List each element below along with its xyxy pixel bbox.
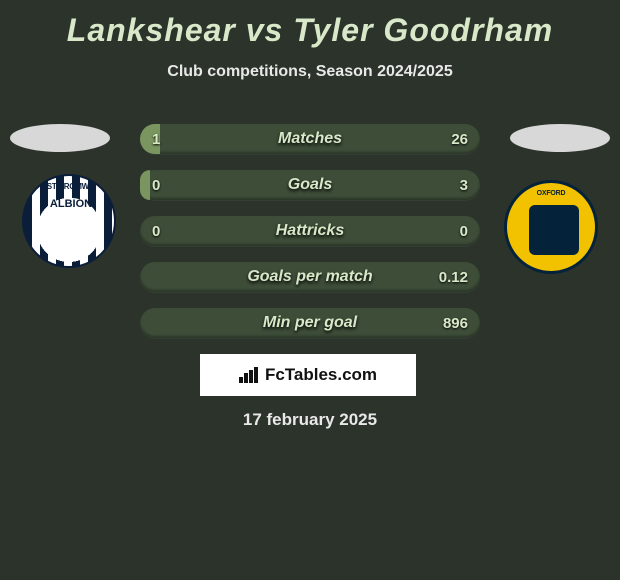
stat-label: Goals per match	[140, 268, 480, 286]
stat-label: Matches	[140, 130, 480, 148]
club-badge-left: EST BROMWIC ALBION	[22, 174, 116, 268]
stat-label: Goals	[140, 176, 480, 194]
stat-label: Min per goal	[140, 314, 480, 332]
date-label: 17 february 2025	[0, 410, 620, 430]
stat-bar-gpm: Goals per match 0.12	[140, 262, 480, 292]
oxford-logo: OXFORD	[504, 180, 598, 274]
stat-bars: 1 Matches 26 0 Goals 3 0 Hattricks 0 Goa…	[140, 124, 480, 354]
page-title: Lankshear vs Tyler Goodrham	[0, 0, 620, 49]
oxford-top-text: OXFORD	[507, 190, 595, 197]
stat-bar-goals: 0 Goals 3	[140, 170, 480, 200]
chart-icon	[239, 367, 259, 383]
stat-bar-hattricks: 0 Hattricks 0	[140, 216, 480, 246]
wba-center-text: ALBION	[42, 198, 100, 256]
club-badge-right: OXFORD	[504, 180, 598, 274]
watermark: FcTables.com	[200, 354, 416, 396]
wba-top-text: EST BROMWIC	[24, 182, 114, 191]
oxford-bull-icon	[529, 205, 579, 255]
subtitle: Club competitions, Season 2024/2025	[0, 63, 620, 81]
stat-label: Hattricks	[140, 222, 480, 240]
stat-bar-mpg: Min per goal 896	[140, 308, 480, 338]
stat-bar-matches: 1 Matches 26	[140, 124, 480, 154]
wba-logo: EST BROMWIC ALBION	[22, 174, 116, 268]
player-avatar-right	[510, 124, 610, 152]
watermark-text: FcTables.com	[265, 365, 377, 385]
player-avatar-left	[10, 124, 110, 152]
